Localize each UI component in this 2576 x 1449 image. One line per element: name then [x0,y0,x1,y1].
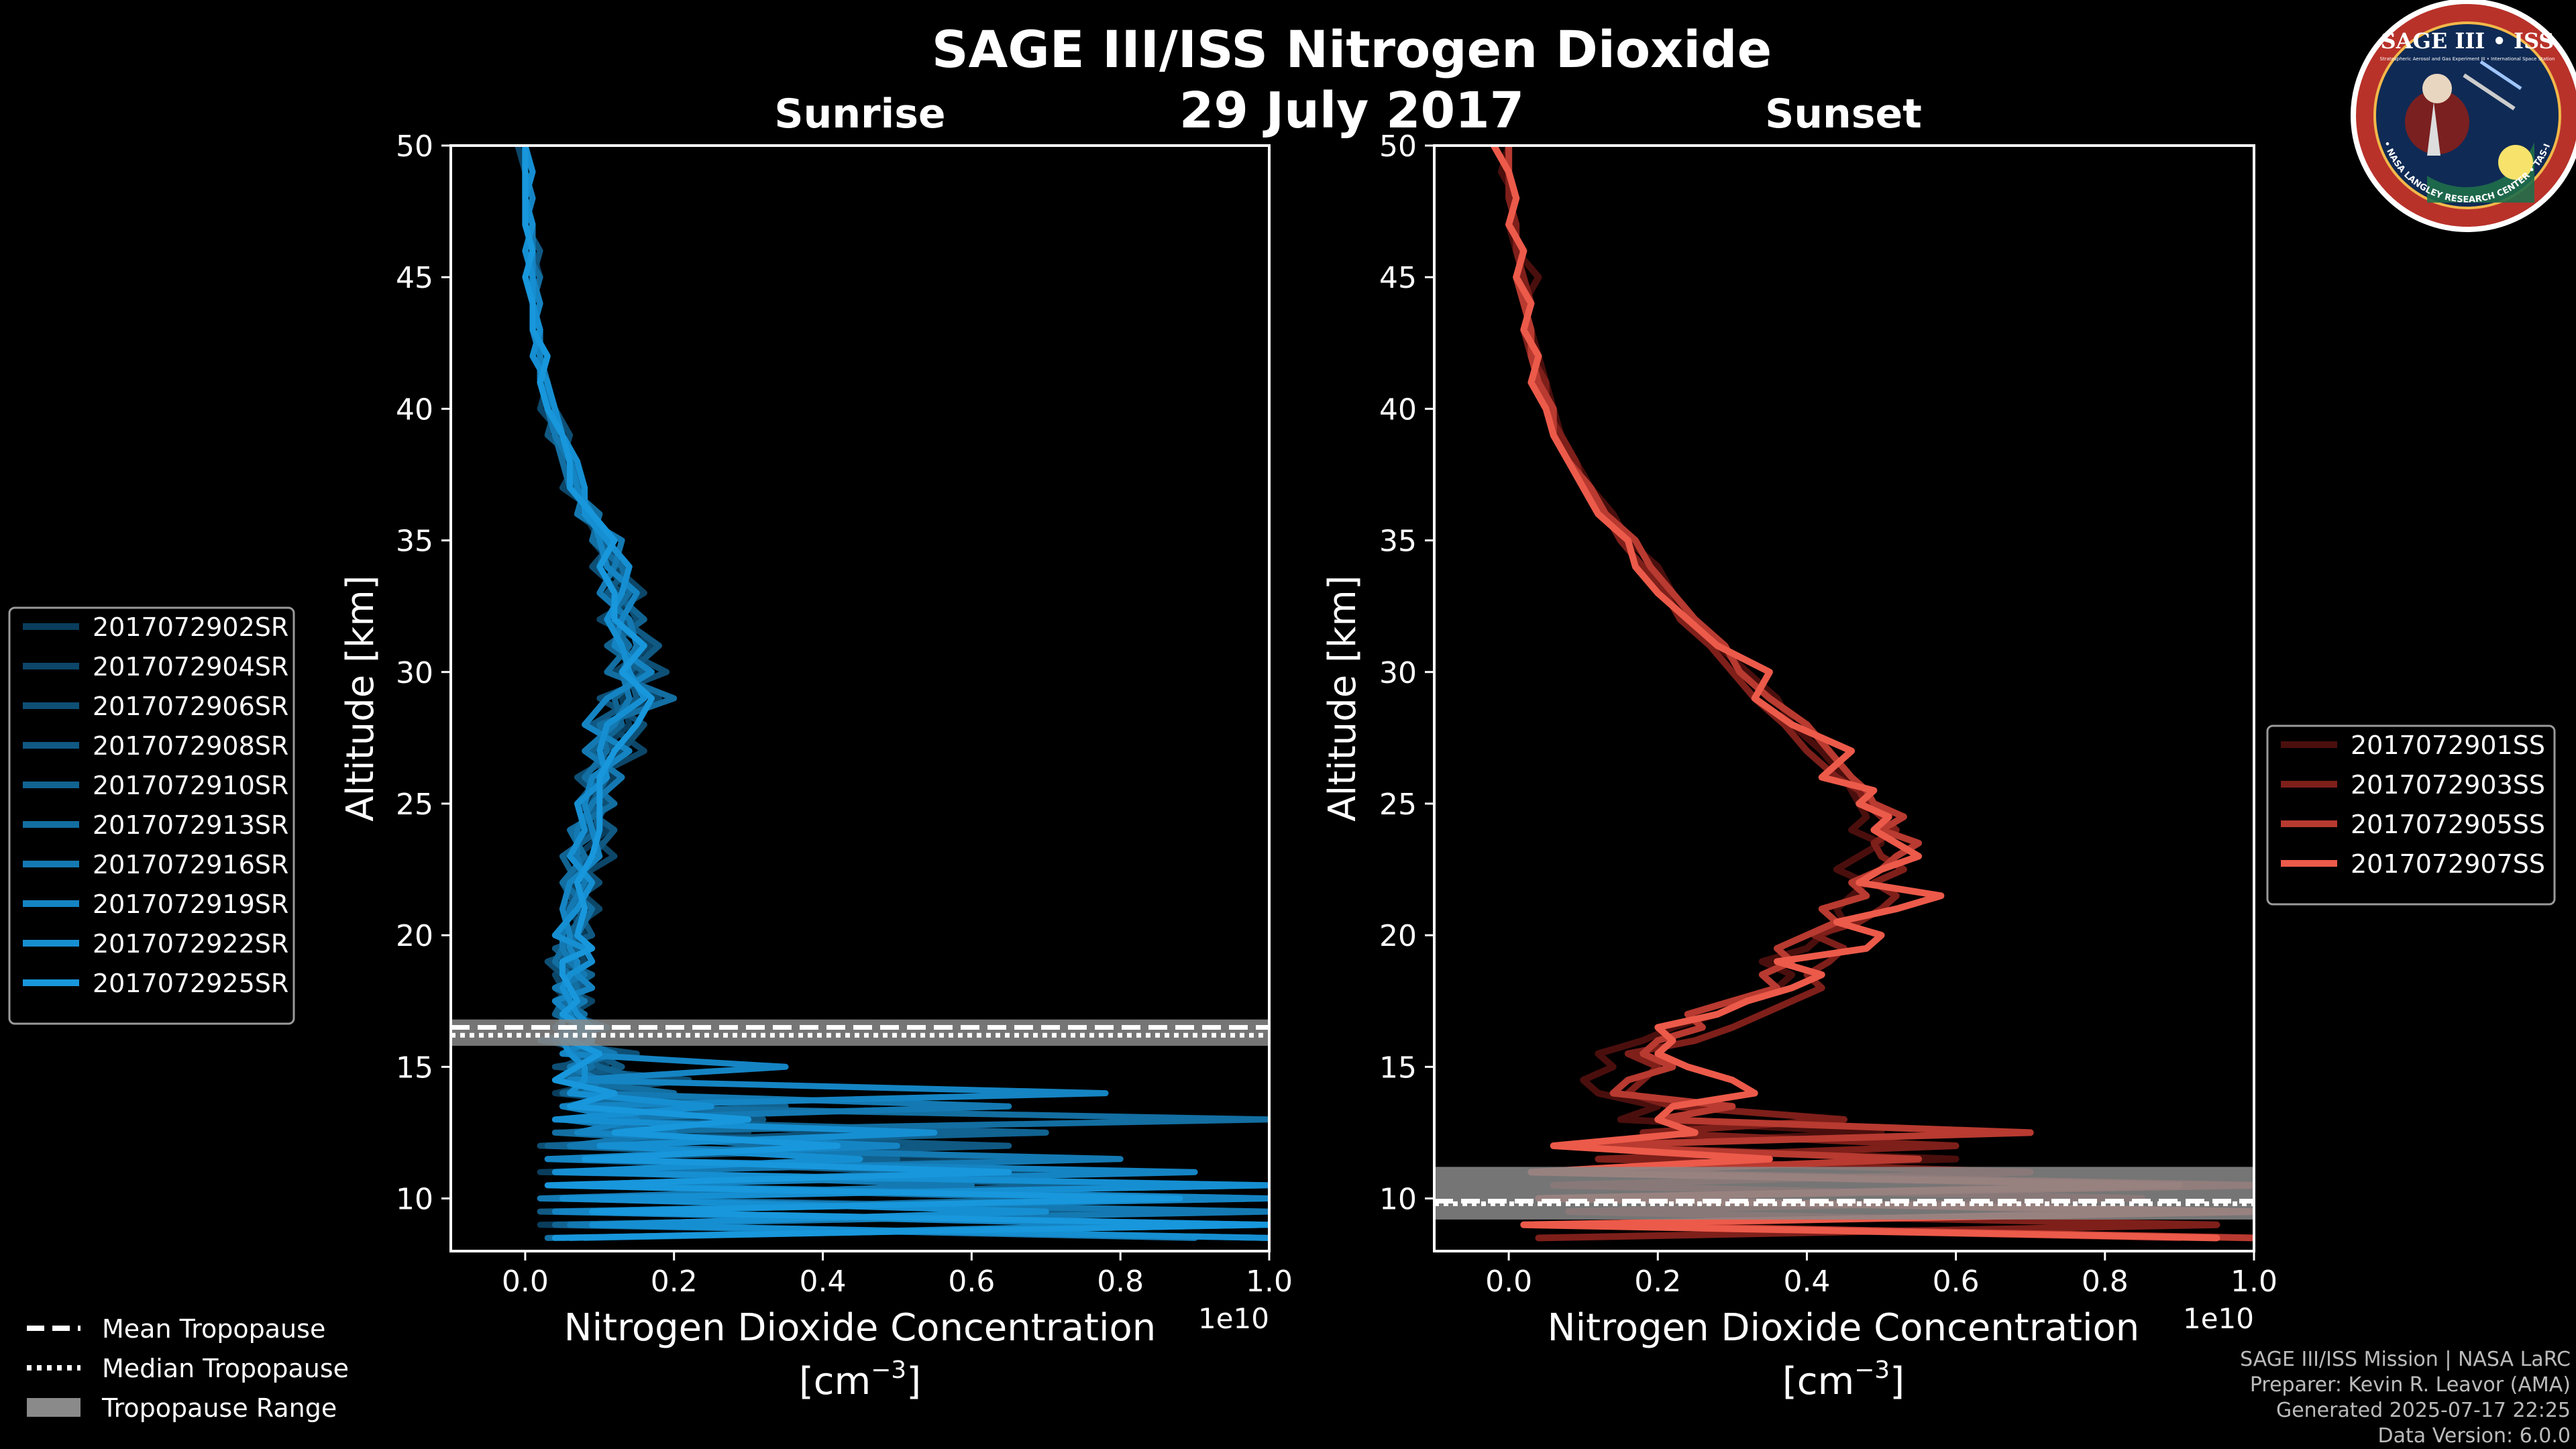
sunrise-ytick-label: 50 [396,129,433,164]
credit-line-2: Preparer: Kevin R. Leavor (AMA) [2250,1373,2571,1397]
sunrise-xunit: [cm−3] [799,1356,921,1403]
tropopause-legend: Mean Tropopause Median Tropopause Tropopau… [27,1314,349,1423]
sunrise-plot-frame [449,144,1271,1252]
credit-line-3: Generated 2025-07-17 22:25 [2276,1399,2571,1422]
sunset-xlabel: Nitrogen Dioxide Concentration [1548,1306,2140,1350]
credit-line-4: Data Version: 6.0.0 [2378,1424,2571,1448]
sunrise-ytick-label: 35 [396,525,433,559]
logo-title: SAGE III • ISS [2381,28,2555,54]
sunset-xunit: [cm−3] [1782,1356,1904,1403]
sunrise-offset-label: 1e10 [1198,1302,1269,1335]
sunset-plot-frame [1433,144,2255,1252]
sunrise-ytick-label: 40 [396,392,433,427]
sunrise-legend-label: 2017072908SR [93,731,288,761]
sunrise-legend: 2017072902SR 2017072904SR 2017072906SR 2017… [8,606,295,1025]
sunrise-legend-label: 2017072922SR [93,929,288,959]
sunset-legend-label: 2017072905SS [2351,810,2545,839]
sunset-xtick-label: 0.8 [2082,1265,2129,1299]
credit-line-1: SAGE III/ISS Mission | NASA LaRC [2240,1348,2571,1371]
sunrise-ytick-label: 45 [396,261,433,295]
sunset-legend-label: 2017072903SS [2351,770,2545,800]
sunrise-ytick-label: 30 [396,656,433,690]
sunrise-xtick-label: 0.2 [651,1265,698,1299]
sunrise-legend-label: 2017072919SR [93,890,288,919]
sunset-ytick-label: 50 [1379,129,1417,164]
sunrise-legend-label: 2017072925SR [93,969,288,998]
sunrise-legend-frame [8,606,295,1025]
sage-iss-logo: SAGE III • ISS Stratospheric Aerosol and… [2351,0,2576,232]
sunset-legend-label: 2017072901SS [2351,731,2545,760]
sunrise-series-line-2017072922SR [522,146,1269,1241]
sunset-panel: Sunset 0.0 0.2 0.4 0.6 0.8 1.0 10 15 20 25 30 35 40 4… [1321,91,2277,1403]
sunset-ytick-label: 40 [1379,392,1417,427]
sunset-ytick-label: 10 [1379,1183,1417,1217]
tropopause-range-swatch [27,1398,80,1417]
sunrise-legend-label: 2017072916SR [93,850,288,879]
sunset-xunit-close: ] [1890,1360,1904,1403]
sunset-ytick-label: 25 [1379,788,1417,822]
sunset-legend-label: 2017072907SS [2351,849,2545,879]
sunrise-legend-label: 2017072906SR [93,692,288,721]
sunset-ytick-label: 20 [1379,919,1417,953]
sunrise-ytick-label: 15 [396,1051,433,1085]
sunrise-xtick-label: 1.0 [1246,1265,1293,1299]
logo-subtext: Stratospheric Aerosol and Gas Experiment… [2380,56,2555,62]
sunrise-ylabel: Altitude [km] [339,575,382,821]
sunset-xunit-base: [cm [1782,1360,1854,1403]
tropopause-legend-label: Mean Tropopause [102,1314,325,1344]
sunset-ytick-label: 35 [1379,525,1417,559]
sunrise-tropopause-range [451,1019,1269,1046]
sunrise-xtick-label: 0.0 [502,1265,549,1299]
sunset-series-line-2017072907SS [1490,146,2254,1242]
sunset-xtick-label: 0.0 [1485,1265,1532,1299]
credits-block: SAGE III/ISS Mission | NASA LaRC Prepare… [2240,1348,2571,1448]
sunrise-xtick-label: 0.4 [800,1265,847,1299]
sunset-tropopause-range [1434,1167,2254,1220]
sunrise-legend-label: 2017072902SR [93,612,288,642]
sunset-offset-label: 1e10 [2183,1302,2254,1335]
sunset-xtick-label: 0.2 [1634,1265,1681,1299]
sunset-xtick-label: 1.0 [2231,1265,2277,1299]
sunrise-xunit-exp: −3 [871,1356,906,1384]
sunset-ytick-label: 15 [1379,1051,1417,1085]
tropopause-legend-label: Tropopause Range [101,1393,337,1423]
sunrise-ytick-label: 25 [396,788,433,822]
sunset-legend: 2017072901SS 2017072903SS 2017072905SS 2017… [2266,724,2556,906]
sunrise-panel: Sunrise 0.0 0.2 0.4 0.6 0.8 1.0 10 15 20 25 30 35 40… [339,91,1293,1403]
sunset-ytick-label: 30 [1379,656,1417,690]
sunrise-subtitle: Sunrise [774,91,945,138]
sunset-xunit-exp: −3 [1854,1356,1890,1384]
sunrise-xunit-close: ] [906,1360,921,1403]
sunrise-xtick-label: 0.6 [948,1265,995,1299]
sunrise-legend-label: 2017072910SR [93,771,288,800]
sunrise-series-line-2017072925SR [522,146,1269,1241]
sunset-subtitle: Sunset [1765,91,1922,138]
sunrise-xlabel: Nitrogen Dioxide Concentration [564,1306,1157,1350]
sunrise-xunit-base: [cm [799,1360,871,1403]
sunrise-ytick-label: 10 [396,1183,433,1217]
tropopause-legend-label: Median Tropopause [102,1354,349,1383]
figure-date: 29 July 2017 [1179,82,1524,140]
sunset-ylabel: Altitude [km] [1321,575,1364,821]
sunrise-ytick-label: 20 [396,919,433,953]
sunrise-legend-label: 2017072904SR [93,652,288,682]
sunset-xtick-label: 0.4 [1783,1265,1830,1299]
sunset-legend-frame [2266,724,2556,906]
sunset-xtick-label: 0.6 [1933,1265,1980,1299]
sunrise-legend-label: 2017072913SR [93,810,288,840]
sunset-ytick-label: 45 [1379,261,1417,295]
sunrise-xtick-label: 0.8 [1097,1265,1144,1299]
figure-title: SAGE III/ISS Nitrogen Dioxide [932,19,1772,79]
